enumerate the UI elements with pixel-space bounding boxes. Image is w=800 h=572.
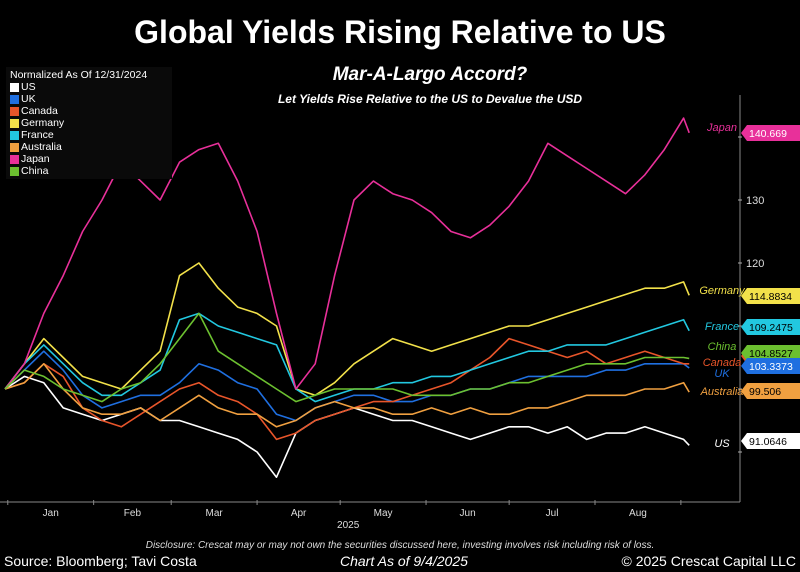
series-name-label: France bbox=[705, 321, 739, 333]
last-value-tag bbox=[741, 358, 800, 374]
chart-subtitle: Mar-A-Largo Accord? bbox=[332, 64, 528, 85]
legend-label: Canada bbox=[21, 105, 58, 117]
legend-swatch bbox=[10, 106, 19, 116]
y-tick-label: 120 bbox=[746, 258, 764, 270]
legend-item: US bbox=[10, 81, 168, 93]
legend-swatch bbox=[10, 94, 19, 104]
last-value-tag bbox=[741, 383, 800, 399]
legend-label: China bbox=[21, 165, 49, 177]
last-value-label: 104.8527 bbox=[749, 348, 793, 360]
legend-label: France bbox=[21, 129, 54, 141]
legend-item: UK bbox=[10, 93, 168, 105]
series-line-china bbox=[4, 312, 690, 403]
legend-item: Germany bbox=[10, 117, 168, 129]
series-line-germany bbox=[4, 262, 690, 397]
series-line-uk bbox=[4, 350, 690, 422]
series-name-label: Germany bbox=[699, 285, 746, 297]
legend-swatch bbox=[10, 130, 19, 140]
x-tick-label: Apr bbox=[291, 508, 307, 519]
x-tick-label: Mar bbox=[206, 508, 224, 519]
last-value-tag bbox=[741, 288, 800, 304]
last-value-label: 91.0646 bbox=[749, 436, 787, 448]
x-tick-label: May bbox=[374, 508, 393, 519]
last-value-tag bbox=[741, 433, 800, 449]
legend-label: Japan bbox=[21, 153, 50, 165]
x-tick-label: Aug bbox=[629, 508, 647, 519]
legend-label: UK bbox=[21, 93, 36, 105]
disclosure: Disclosure: Crescat may or may not own t… bbox=[145, 540, 655, 551]
legend-swatch bbox=[10, 142, 19, 152]
legend-swatch bbox=[10, 118, 19, 128]
x-tick-label: Jun bbox=[460, 508, 476, 519]
series-name-label: Japan bbox=[706, 122, 737, 134]
x-tick-label: Feb bbox=[124, 508, 142, 519]
last-value-tag bbox=[741, 345, 800, 361]
legend-label: US bbox=[21, 81, 36, 93]
legend-swatch bbox=[10, 154, 19, 164]
series-name-label: UK bbox=[714, 368, 730, 380]
legend-item: China bbox=[10, 165, 168, 177]
legend-item: Japan bbox=[10, 153, 168, 165]
legend-title: Normalized As Of 12/31/2024 bbox=[10, 69, 148, 81]
last-value-label: 103.3373 bbox=[749, 361, 793, 373]
x-tick-label: Jul bbox=[546, 508, 559, 519]
legend-item: Australia bbox=[10, 141, 168, 153]
series-name-label: China bbox=[708, 341, 737, 353]
legend-item: France bbox=[10, 129, 168, 141]
x-axis-label: 2025 bbox=[337, 520, 360, 531]
legend-item: Canada bbox=[10, 105, 168, 117]
source: Source: Bloomberg; Tavi Costa bbox=[4, 553, 197, 569]
series-name-label: Canada bbox=[703, 357, 742, 369]
last-value-tag bbox=[741, 319, 800, 335]
x-tick-label: Jan bbox=[43, 508, 59, 519]
copyright: © 2025 Crescat Capital LLC bbox=[621, 553, 796, 569]
legend-swatch bbox=[10, 82, 19, 92]
y-tick-label: 130 bbox=[746, 195, 764, 207]
series-line-australia bbox=[4, 362, 690, 428]
legend: Normalized As Of 12/31/2024 US UK Canada Ge… bbox=[6, 67, 172, 179]
last-value-label: 140.669 bbox=[749, 128, 787, 140]
series-name-label: US bbox=[714, 438, 730, 450]
as-of-date: Chart As of 9/4/2025 bbox=[340, 553, 468, 569]
legend-label: Germany bbox=[21, 117, 65, 129]
series-name-label: Australia bbox=[700, 386, 744, 398]
chart-title: Global Yields Rising Relative to US bbox=[134, 14, 666, 50]
legend-swatch bbox=[10, 166, 19, 176]
last-value-label: 99.506 bbox=[749, 386, 781, 398]
chart-subsubtitle: Let Yields Rise Relative to the US to De… bbox=[277, 92, 583, 106]
last-value-tag bbox=[741, 125, 800, 141]
legend-label: Australia bbox=[21, 141, 62, 153]
last-value-label: 114.8834 bbox=[749, 291, 792, 303]
last-value-label: 109.2475 bbox=[749, 322, 793, 334]
